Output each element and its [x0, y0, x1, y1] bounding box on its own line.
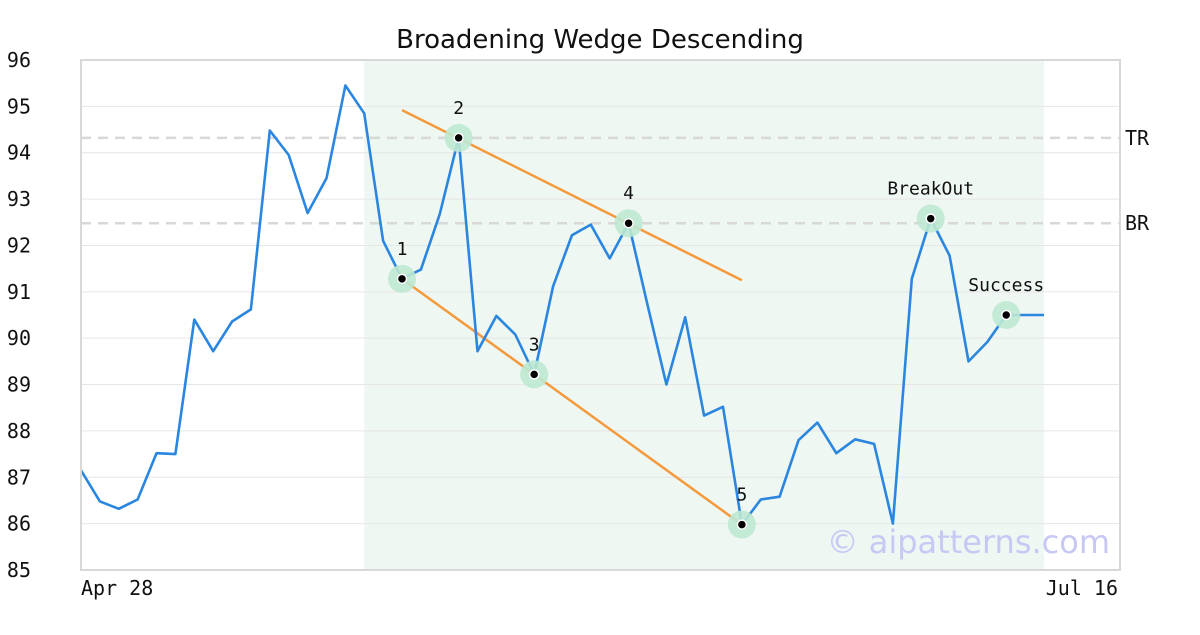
y-tick-label: 90	[7, 326, 31, 350]
point-marker	[925, 213, 936, 224]
point-marker	[396, 273, 408, 285]
y-tick-label: 89	[7, 373, 31, 397]
watermark: © aipatterns.com	[827, 523, 1110, 561]
point-label: 1	[397, 239, 408, 260]
pattern-region-layer	[364, 60, 1044, 570]
x-tick-label: Apr 28	[81, 576, 153, 600]
points-layer: 1 2 3 4 5 BreakOut Success	[388, 98, 1044, 539]
y-tick-label: 86	[7, 512, 31, 536]
level-label: TR	[1125, 126, 1150, 150]
y-tick-label: 94	[7, 141, 31, 165]
axes-layer: 85 86 87 88 89 90 91 92 93 94 95 96 Apr 28 Jul 16	[7, 48, 1118, 600]
level-label: BR	[1125, 211, 1150, 235]
point-marker	[453, 132, 464, 144]
y-tick-label: 92	[7, 233, 31, 257]
frame-layer	[80, 59, 1121, 571]
levels-layer: TR BR	[81, 126, 1150, 235]
point-label: 3	[529, 334, 540, 355]
pattern-region	[364, 60, 1044, 570]
point-marker	[623, 217, 634, 229]
y-tick-label: 88	[7, 419, 31, 443]
x-tick-label: Jul 16	[1046, 576, 1118, 600]
point-label: BreakOut	[887, 179, 974, 200]
y-tick-label: 85	[7, 558, 31, 582]
y-tick-label: 95	[7, 94, 31, 118]
y-tick-label: 96	[7, 48, 31, 72]
point-label: Success	[968, 275, 1044, 296]
grid-layer	[81, 59, 1120, 571]
y-tick-label: 93	[7, 187, 31, 211]
y-tick-label: 87	[7, 465, 31, 489]
point-label: 4	[623, 183, 634, 204]
series-layer	[79, 84, 1044, 526]
plot-frame	[80, 59, 1121, 571]
point-label: 5	[736, 485, 747, 506]
point-marker	[528, 369, 540, 380]
point-label: 2	[453, 98, 464, 119]
price-line	[79, 84, 1044, 526]
y-tick-label: 91	[7, 280, 31, 304]
trendline-lower	[401, 277, 743, 526]
point-marker	[1000, 309, 1012, 321]
point-marker	[736, 519, 748, 530]
chart-title: Broadening Wedge Descending	[396, 25, 804, 55]
